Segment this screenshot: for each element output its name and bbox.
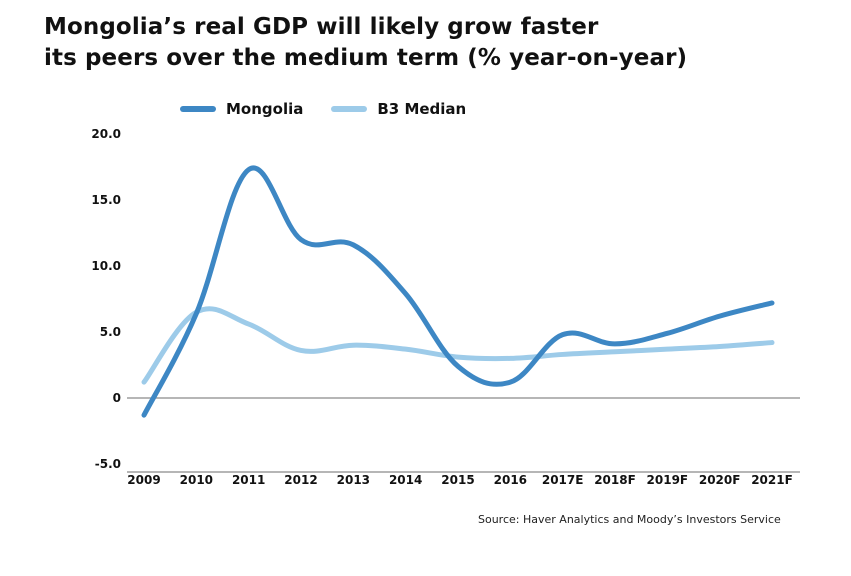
b3-median-line (141, 306, 775, 385)
y-tick-label: -5.0 (95, 457, 121, 471)
y-tick-label: 5.0 (100, 325, 121, 339)
chart-tick-labels: 20.0 15.0 10.0 5.0 0 -5.0 2009 2010 2011 2012 2013… (91, 127, 792, 487)
legend-label-mongolia: Mongolia (226, 100, 304, 118)
chart-axes (127, 397, 800, 473)
x-tick-label: 2015 (441, 473, 474, 487)
x-tick-label: 2021F (751, 473, 793, 487)
x-tick-label: 2020F (699, 473, 741, 487)
chart-title: Mongolia’s real GDP will likely grow fas… (44, 12, 687, 74)
y-tick-label: 15.0 (91, 193, 121, 207)
x-tick-label: 2011 (232, 473, 265, 487)
x-tick-label: 2009 (127, 473, 160, 487)
legend-swatch-b3-median (331, 106, 368, 112)
legend-item-mongolia: Mongolia (180, 100, 303, 118)
y-tick-label: 20.0 (91, 127, 121, 141)
chart-series-lines (141, 165, 775, 418)
y-tick-label: 0 (113, 391, 121, 405)
chart-title-line-1: Mongolia’s real GDP will likely grow fas… (44, 14, 599, 40)
x-tick-label: 2013 (337, 473, 370, 487)
chart-legend: Mongolia B3 Median (180, 100, 494, 118)
x-tick-label: 2018F (594, 473, 636, 487)
x-tick-label: 2019F (647, 473, 689, 487)
source-note: Source: Haver Analytics and Moody’s Inve… (478, 513, 781, 526)
x-tick-label: 2017E (542, 473, 584, 487)
legend-swatch-mongolia (180, 106, 216, 112)
x-tick-label: 2014 (389, 473, 422, 487)
x-tick-label: 2016 (494, 473, 527, 487)
x-tick-label: 2010 (180, 473, 213, 487)
chart-title-line-2: its peers over the medium term (% year-o… (44, 45, 688, 71)
legend-item-b3-median: B3 Median (331, 100, 466, 118)
legend-label-b3-median: B3 Median (377, 100, 467, 118)
mongolia-line (141, 165, 775, 418)
x-tick-label: 2012 (284, 473, 317, 487)
y-tick-label: 10.0 (91, 259, 121, 273)
